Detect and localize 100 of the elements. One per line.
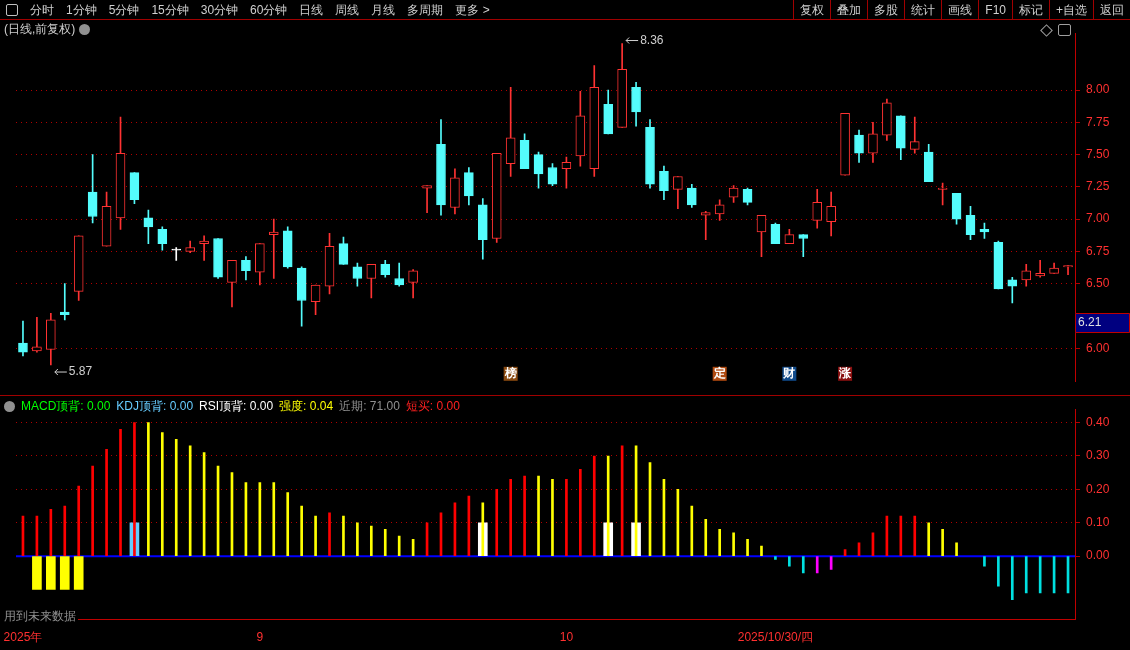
bar [133, 422, 136, 556]
candlestick [909, 116, 920, 154]
text: 复权 [793, 0, 831, 19]
text: 返回 [1093, 0, 1130, 19]
bar [481, 502, 485, 556]
x-tick-label: 2025年 [3, 630, 43, 645]
y-tick-label: 6.00 [1086, 340, 1110, 355]
bar [147, 422, 150, 556]
bar [551, 479, 554, 556]
y-tick-label: 8.00 [1086, 82, 1110, 97]
bar [941, 529, 944, 556]
bar [328, 512, 331, 556]
annotation: 榜 [503, 366, 517, 381]
bar [397, 535, 401, 556]
x-tick-label: 10 [559, 630, 574, 645]
y-tick-label: 0.30 [1086, 448, 1110, 463]
candlestick [171, 247, 182, 261]
bar [105, 448, 108, 556]
text: 6.21 [1078, 315, 1102, 330]
bar [272, 482, 276, 556]
y-tick-label: 0.20 [1086, 481, 1110, 496]
bar [286, 492, 290, 556]
bar [606, 455, 610, 556]
text: 画线 [941, 0, 979, 19]
bar [801, 556, 805, 574]
y-tick-label: 7.00 [1086, 211, 1110, 226]
bar [579, 468, 582, 556]
text: 30分钟 [199, 2, 240, 19]
y-tick-label: 7.50 [1086, 146, 1110, 161]
annotation: 用到未来数据 [4, 609, 76, 623]
bar [63, 505, 67, 556]
bar [1024, 556, 1028, 594]
chart-title: (日线,前复权) [4, 21, 76, 38]
bar [188, 445, 192, 556]
text: 15分钟 [150, 2, 190, 19]
text: 叠加 [830, 0, 868, 19]
bar [983, 556, 986, 567]
candlestick [798, 234, 809, 257]
bar [732, 532, 735, 556]
bar [495, 489, 499, 556]
text: 1分钟 [65, 2, 98, 19]
bar [59, 556, 70, 590]
bar [927, 522, 931, 556]
text: +自选 [1048, 0, 1093, 19]
text: 更多 > [454, 2, 491, 19]
annotation: KDJ顶背: 0.00 [116, 398, 194, 415]
annotation: MACD顶背: 0.00 [21, 398, 111, 415]
bar [997, 556, 1000, 587]
candlestick [700, 211, 711, 241]
text: 多股 [867, 0, 905, 19]
y-tick-label: 6.75 [1086, 243, 1110, 258]
bar [119, 428, 122, 556]
bar [32, 556, 42, 590]
bar [565, 479, 568, 556]
bar [704, 519, 708, 556]
bar [356, 522, 359, 556]
y-tick-label: 0.40 [1086, 414, 1110, 429]
x-tick-label: 9 [256, 630, 264, 645]
candlestick [1063, 265, 1073, 275]
bar [788, 556, 791, 567]
y-tick-label: 0.10 [1086, 515, 1110, 530]
annotation: 涨 [838, 366, 853, 381]
bar [592, 455, 596, 556]
text: 统计 [904, 0, 942, 19]
bar [383, 529, 387, 556]
bar [91, 465, 94, 556]
y-tick-label: 7.25 [1086, 179, 1110, 194]
text: 多周期 [406, 2, 445, 19]
bar [690, 505, 694, 556]
bar [913, 515, 917, 556]
text: 日线 [298, 2, 325, 19]
annotation: 财 [782, 366, 796, 381]
bar [46, 556, 56, 590]
bar [300, 505, 303, 556]
text: 分时 [29, 2, 55, 19]
annotation: 定 [712, 366, 726, 381]
text: 月线 [370, 2, 397, 19]
bar [746, 539, 749, 556]
bar [718, 529, 722, 556]
annotation: 8.36 [640, 32, 664, 47]
bar [77, 485, 81, 556]
bar [774, 556, 777, 560]
text: 60分钟 [249, 2, 289, 19]
bar [174, 438, 178, 556]
x-tick-label: 2025/10/30/四 [737, 630, 814, 645]
text: 5分钟 [107, 2, 141, 19]
annotation: 短买: 0.00 [405, 398, 460, 415]
annotation: 强度: 0.04 [279, 398, 334, 415]
bar [815, 556, 819, 574]
bar [314, 515, 317, 556]
y-tick-label: 6.50 [1086, 275, 1110, 290]
bar [523, 475, 526, 556]
bar [369, 525, 373, 556]
bar [955, 542, 958, 556]
bar [160, 432, 164, 556]
text: 标记 [1011, 0, 1049, 19]
text: 周线 [334, 2, 361, 19]
y-tick-label: 7.75 [1086, 114, 1110, 129]
annotation: RSI顶背: 0.00 [199, 398, 274, 415]
annotation: 5.87 [68, 364, 93, 379]
